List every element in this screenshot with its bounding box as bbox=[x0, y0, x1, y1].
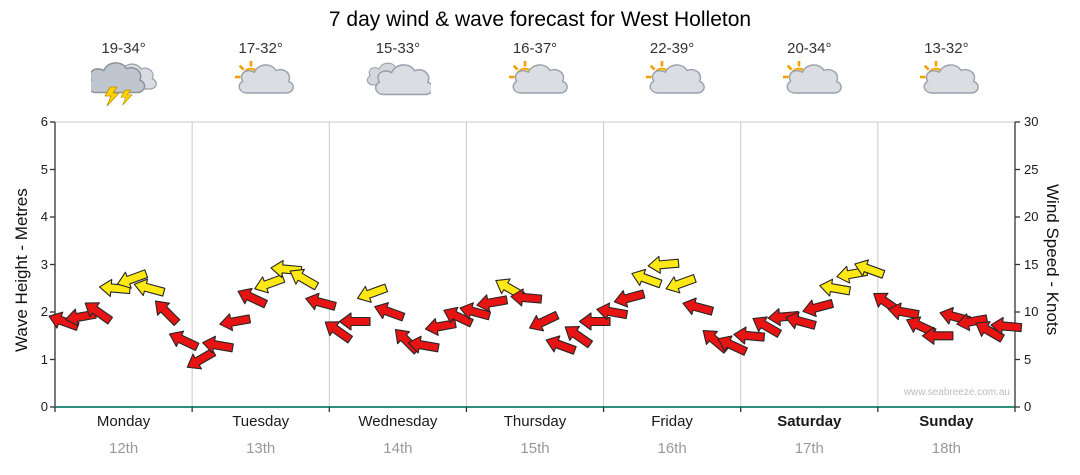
wind-arrow bbox=[802, 299, 834, 318]
lightning-icon bbox=[103, 86, 120, 107]
right-axis-tick: 30 bbox=[1024, 114, 1039, 129]
wind-arrow bbox=[990, 316, 1023, 335]
cloud-icon bbox=[90, 62, 145, 94]
wind-arrow bbox=[374, 302, 406, 322]
right-axis-tick: 10 bbox=[1024, 304, 1039, 319]
left-axis-tick: 5 bbox=[40, 161, 48, 177]
wind-arrow bbox=[338, 312, 371, 331]
wind-arrow bbox=[564, 325, 594, 349]
weather-icon-cloudy bbox=[366, 62, 431, 96]
wind-arrow bbox=[717, 335, 748, 356]
wind-arrow bbox=[133, 278, 166, 297]
right-axis-tick: 25 bbox=[1024, 161, 1039, 177]
right-axis-tick: 0 bbox=[1024, 399, 1032, 414]
wind-arrow bbox=[647, 255, 680, 274]
chart-title: 7 day wind & wave forecast for West Holl… bbox=[328, 8, 752, 31]
left-axis-tick: 4 bbox=[40, 209, 48, 224]
weather-icon-storm bbox=[90, 62, 157, 107]
cloud-icon bbox=[786, 64, 843, 94]
temp-range: 19-34° bbox=[101, 40, 146, 57]
wind-arrow bbox=[186, 347, 217, 370]
day-label: Monday bbox=[96, 413, 151, 430]
date-label: 13th bbox=[246, 440, 276, 457]
left-axis-tick: 1 bbox=[40, 351, 48, 367]
lightning-icon bbox=[120, 89, 133, 106]
wind-arrow bbox=[613, 289, 646, 308]
weather-icon-partly-cloudy bbox=[234, 61, 294, 94]
left-axis-tick: 2 bbox=[40, 304, 48, 319]
wind-arrow bbox=[459, 302, 492, 321]
wind-arrow bbox=[819, 278, 852, 297]
cloud-icon bbox=[649, 64, 705, 94]
wind-arrow bbox=[887, 302, 920, 321]
cloud-icon bbox=[923, 64, 980, 94]
wind-arrow bbox=[443, 306, 474, 328]
day-label: Thursday bbox=[503, 413, 567, 430]
date-label: 16th bbox=[657, 440, 687, 457]
wind-arrow bbox=[665, 274, 697, 294]
day-label: Sunday bbox=[919, 413, 974, 430]
wind-arrow bbox=[785, 311, 817, 330]
temp-range: 17-32° bbox=[238, 40, 283, 57]
right-axis-tick: 15 bbox=[1024, 256, 1039, 272]
day-label: Tuesday bbox=[232, 413, 290, 430]
watermark-text: www.seabreeze.com.au bbox=[903, 387, 1010, 398]
wind-arrow bbox=[305, 292, 337, 311]
left-axis-tick: 6 bbox=[40, 114, 48, 129]
wind-arrow bbox=[529, 310, 560, 332]
weather-icon-partly-cloudy bbox=[783, 61, 843, 94]
wind-arrow bbox=[510, 288, 543, 307]
temp-range: 20-34° bbox=[787, 40, 832, 57]
wind-arrow bbox=[219, 313, 252, 332]
date-label: 12th bbox=[108, 440, 139, 457]
wind-arrow bbox=[202, 335, 234, 354]
wind-arrow bbox=[682, 297, 714, 316]
left-axis-tick: 0 bbox=[40, 399, 48, 414]
wind-arrow bbox=[733, 326, 766, 345]
weather-icon-partly-cloudy bbox=[646, 61, 705, 94]
wind-arrow bbox=[956, 313, 989, 332]
wind-arrow bbox=[116, 269, 149, 289]
weather-icon-partly-cloudy bbox=[509, 61, 568, 94]
left-axis-tick: 3 bbox=[40, 256, 48, 272]
temp-range: 22-39° bbox=[649, 40, 695, 57]
wind-arrow bbox=[752, 316, 782, 338]
wind-arrow bbox=[169, 330, 200, 352]
wind-arrow bbox=[324, 321, 354, 344]
day-label: Wednesday bbox=[358, 413, 438, 430]
wind-arrow bbox=[854, 259, 886, 279]
wind-arrow bbox=[84, 302, 114, 325]
temp-range: 16-37° bbox=[512, 40, 558, 57]
wind-arrow bbox=[921, 326, 954, 345]
wind-arrow bbox=[154, 300, 181, 326]
date-label: 18th bbox=[931, 440, 961, 457]
wind-arrow bbox=[631, 268, 663, 289]
cloud-icon bbox=[238, 64, 294, 94]
date-label: 14th bbox=[383, 440, 413, 457]
wind-arrow bbox=[356, 283, 389, 303]
right-axis-tick: 20 bbox=[1024, 209, 1039, 224]
wind-arrow bbox=[767, 308, 800, 327]
temp-range: 13-32° bbox=[924, 40, 969, 57]
cloud-icon bbox=[512, 64, 568, 94]
day-label: Friday bbox=[651, 413, 693, 430]
right-axis-tick: 5 bbox=[1024, 351, 1032, 367]
wind-arrow bbox=[237, 287, 268, 309]
date-label: 17th bbox=[794, 440, 824, 457]
wind-arrow bbox=[407, 335, 440, 354]
wind-arrow bbox=[545, 335, 577, 355]
date-label: 15th bbox=[520, 440, 550, 457]
wind-arrow bbox=[289, 268, 320, 291]
weather-icon-partly-cloudy bbox=[920, 61, 980, 94]
temp-range: 15-33° bbox=[375, 40, 421, 57]
day-label: Saturday bbox=[777, 413, 842, 430]
cloud-icon bbox=[374, 64, 431, 96]
wind-arrow bbox=[596, 302, 629, 321]
wind-arrow bbox=[476, 294, 509, 313]
